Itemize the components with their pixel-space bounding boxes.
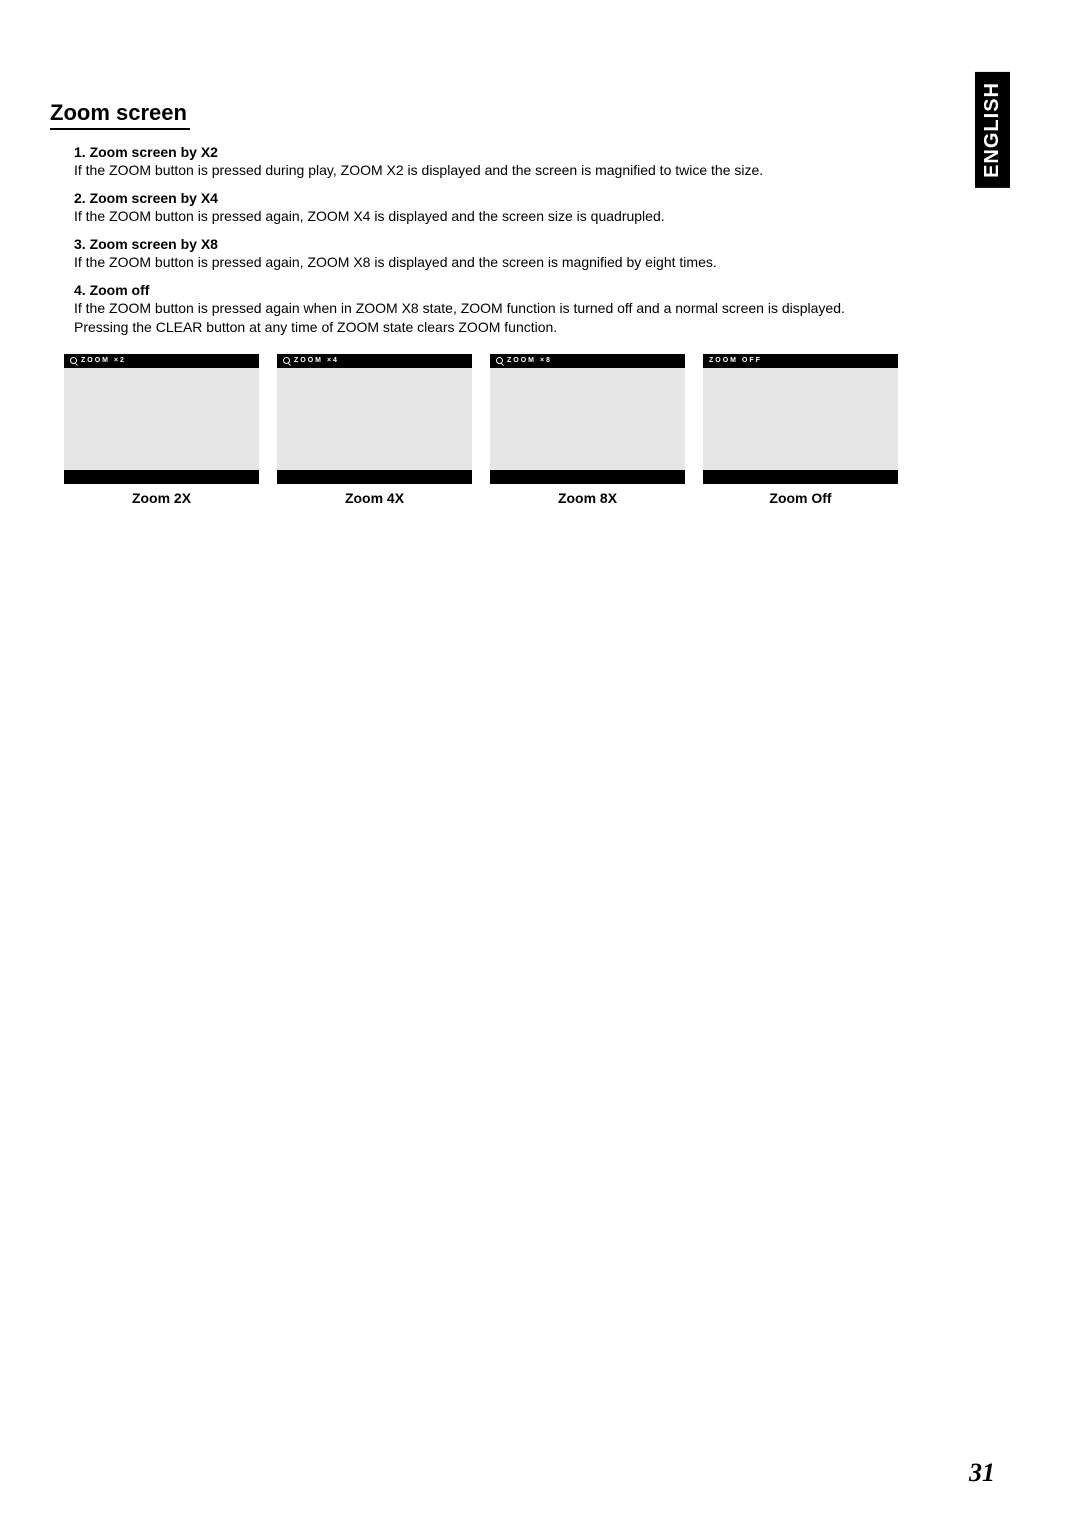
item-title: 1. Zoom screen by X2 xyxy=(74,144,880,160)
item-title: 4. Zoom off xyxy=(74,282,880,298)
screen-caption: Zoom 2X xyxy=(132,490,191,506)
osd-label: ZOOM ×4 xyxy=(283,357,339,364)
screen-column: ZOOM ×2 Zoom 2X xyxy=(64,354,259,506)
osd-text: ZOOM ×8 xyxy=(507,357,552,364)
item-title: 2. Zoom screen by X4 xyxy=(74,190,880,206)
osd-text: ZOOM ×4 xyxy=(294,357,339,364)
screen-display-area xyxy=(490,368,685,470)
zoom-screen: ZOOM ×4 xyxy=(277,354,472,484)
osd-text: ZOOM OFF xyxy=(709,357,762,364)
screen-caption: Zoom 4X xyxy=(345,490,404,506)
language-tab: ENGLISH xyxy=(975,72,1010,188)
magnifier-icon xyxy=(496,357,503,364)
list-item: 1. Zoom screen by X2 If the ZOOM button … xyxy=(50,144,880,180)
osd-label: ZOOM ×2 xyxy=(70,357,126,364)
item-desc: If the ZOOM button is pressed again, ZOO… xyxy=(74,253,880,272)
list-item: 3. Zoom screen by X8 If the ZOOM button … xyxy=(50,236,880,272)
screen-caption: Zoom 8X xyxy=(558,490,617,506)
page-content: Zoom screen 1. Zoom screen by X2 If the … xyxy=(0,0,920,506)
zoom-screen: ZOOM ×8 xyxy=(490,354,685,484)
item-title: 3. Zoom screen by X8 xyxy=(74,236,880,252)
screen-display-area xyxy=(64,368,259,470)
osd-label: ZOOM OFF xyxy=(709,357,762,364)
screen-column: ZOOM ×8 Zoom 8X xyxy=(490,354,685,506)
magnifier-icon xyxy=(70,357,77,364)
screen-display-area xyxy=(703,368,898,470)
page-number: 31 xyxy=(969,1458,995,1488)
list-item: 2. Zoom screen by X4 If the ZOOM button … xyxy=(50,190,880,226)
zoom-screen: ZOOM ×2 xyxy=(64,354,259,484)
magnifier-icon xyxy=(283,357,290,364)
section-title: Zoom screen xyxy=(50,100,190,130)
osd-label: ZOOM ×8 xyxy=(496,357,552,364)
screen-column: ZOOM OFF Zoom Off xyxy=(703,354,898,506)
osd-text: ZOOM ×2 xyxy=(81,357,126,364)
screen-display-area xyxy=(277,368,472,470)
list-item: 4. Zoom off If the ZOOM button is presse… xyxy=(50,282,880,337)
zoom-screen: ZOOM OFF xyxy=(703,354,898,484)
screen-column: ZOOM ×4 Zoom 4X xyxy=(277,354,472,506)
item-desc: If the ZOOM button is pressed again, ZOO… xyxy=(74,207,880,226)
screens-row: ZOOM ×2 Zoom 2X ZOOM ×4 Zoom 4X ZOOM ×8 xyxy=(50,354,880,506)
item-desc: If the ZOOM button is pressed during pla… xyxy=(74,161,880,180)
item-desc: If the ZOOM button is pressed again when… xyxy=(74,299,880,337)
screen-caption: Zoom Off xyxy=(769,490,831,506)
